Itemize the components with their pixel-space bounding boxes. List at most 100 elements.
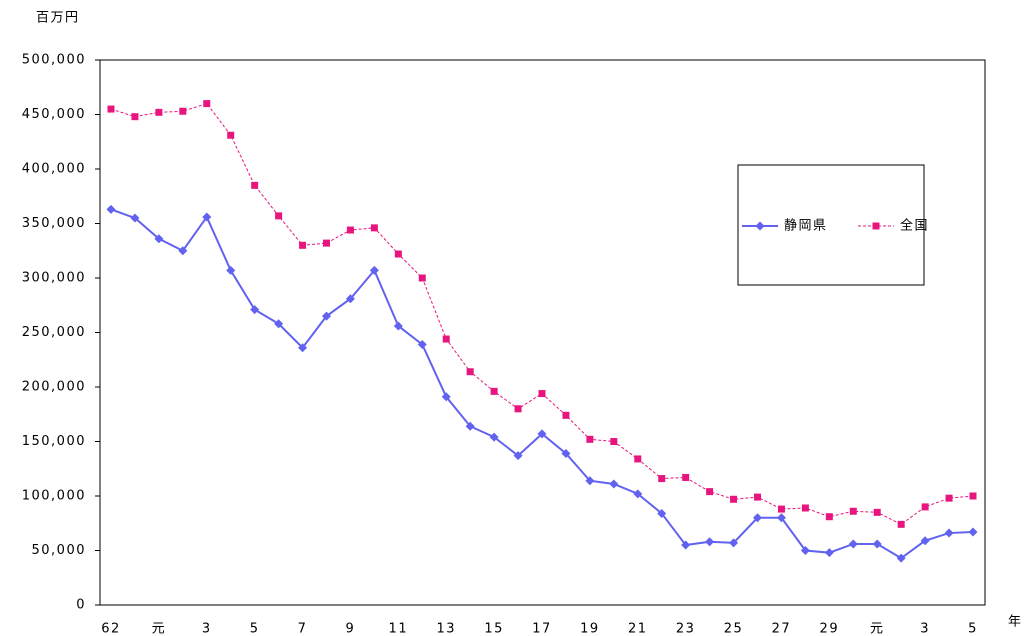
point [561, 448, 571, 458]
x-tick-label: 13 [436, 622, 456, 636]
point [227, 131, 235, 139]
point [489, 432, 499, 442]
point [418, 274, 426, 282]
point [417, 339, 427, 349]
x-tick-label: 5 [968, 622, 978, 636]
x-tick-label: 3 [202, 622, 212, 636]
x-tick-label: 62 [101, 622, 121, 636]
legend-marker [872, 222, 880, 230]
x-tick-label: 3 [920, 622, 930, 636]
point [131, 113, 139, 121]
point [896, 553, 906, 563]
point [586, 435, 594, 443]
point [179, 107, 187, 115]
point [730, 495, 738, 503]
x-tick-label: 15 [484, 622, 504, 636]
point [729, 538, 739, 548]
point [681, 540, 691, 550]
y-tick-label: 50,000 [32, 543, 87, 558]
point [753, 513, 762, 523]
point [537, 429, 547, 439]
point [825, 513, 833, 521]
point [466, 368, 474, 376]
x-tick-label: 19 [580, 622, 600, 636]
x-axis-unit: 年 [1008, 615, 1023, 630]
point [754, 493, 761, 501]
point [945, 494, 953, 502]
point [610, 438, 618, 445]
point [897, 520, 905, 528]
point [393, 321, 403, 331]
plot-frame [99, 59, 986, 606]
y-tick-label: 400,000 [22, 162, 86, 177]
x-tick-label: 25 [724, 622, 744, 636]
point [920, 536, 930, 546]
x-tick-label: 元 [152, 622, 167, 636]
y-tick-label: 200,000 [22, 380, 86, 395]
point [944, 528, 954, 538]
point [299, 241, 307, 249]
point [202, 212, 212, 222]
point [824, 548, 834, 558]
point [513, 451, 523, 461]
point [705, 537, 715, 547]
point [107, 105, 115, 113]
point [251, 181, 259, 189]
x-tick-label: 9 [346, 622, 356, 636]
point [562, 411, 570, 419]
point [849, 507, 857, 515]
legend-label: 全国 [900, 218, 929, 234]
point [682, 473, 690, 481]
point [323, 239, 330, 247]
y-tick-label: 350,000 [22, 216, 86, 231]
point [394, 250, 402, 258]
point [106, 204, 116, 214]
point [441, 392, 451, 402]
y-tick-label: 0 [76, 598, 86, 613]
point [634, 455, 642, 463]
point [585, 476, 595, 486]
point [514, 405, 522, 413]
point [442, 335, 450, 343]
point [130, 213, 140, 223]
point [969, 492, 977, 500]
y-tick-label: 500,000 [22, 53, 86, 68]
x-tick-label: 11 [389, 622, 409, 636]
y-tick-label: 300,000 [22, 271, 86, 286]
y-tick-label: 450,000 [22, 107, 86, 122]
point [872, 539, 882, 549]
point [178, 246, 188, 256]
y-tick-label: 150,000 [22, 434, 86, 449]
legend-label: 静岡県 [784, 219, 828, 234]
point [490, 387, 498, 395]
point [298, 343, 308, 353]
point [346, 226, 354, 234]
x-tick-label: 17 [532, 622, 552, 636]
point [776, 513, 786, 523]
point [275, 212, 283, 220]
point [155, 108, 163, 116]
point [657, 508, 667, 518]
point [250, 305, 260, 315]
point [609, 479, 619, 489]
x-tick-label: 21 [628, 622, 648, 636]
y-axis-unit: 百万円 [36, 11, 80, 26]
x-tick-label: 5 [250, 622, 260, 636]
point [658, 475, 666, 483]
point [203, 100, 211, 108]
point [322, 311, 331, 321]
point [154, 234, 164, 244]
point [777, 505, 785, 513]
x-tick-label: 23 [676, 622, 696, 636]
x-tick-label: 29 [820, 622, 840, 636]
point [465, 421, 475, 431]
point [538, 390, 546, 398]
point [274, 319, 284, 329]
point [633, 489, 643, 499]
point [873, 508, 881, 516]
point [345, 294, 355, 304]
point [801, 504, 809, 512]
point [968, 527, 978, 537]
point [226, 265, 236, 275]
